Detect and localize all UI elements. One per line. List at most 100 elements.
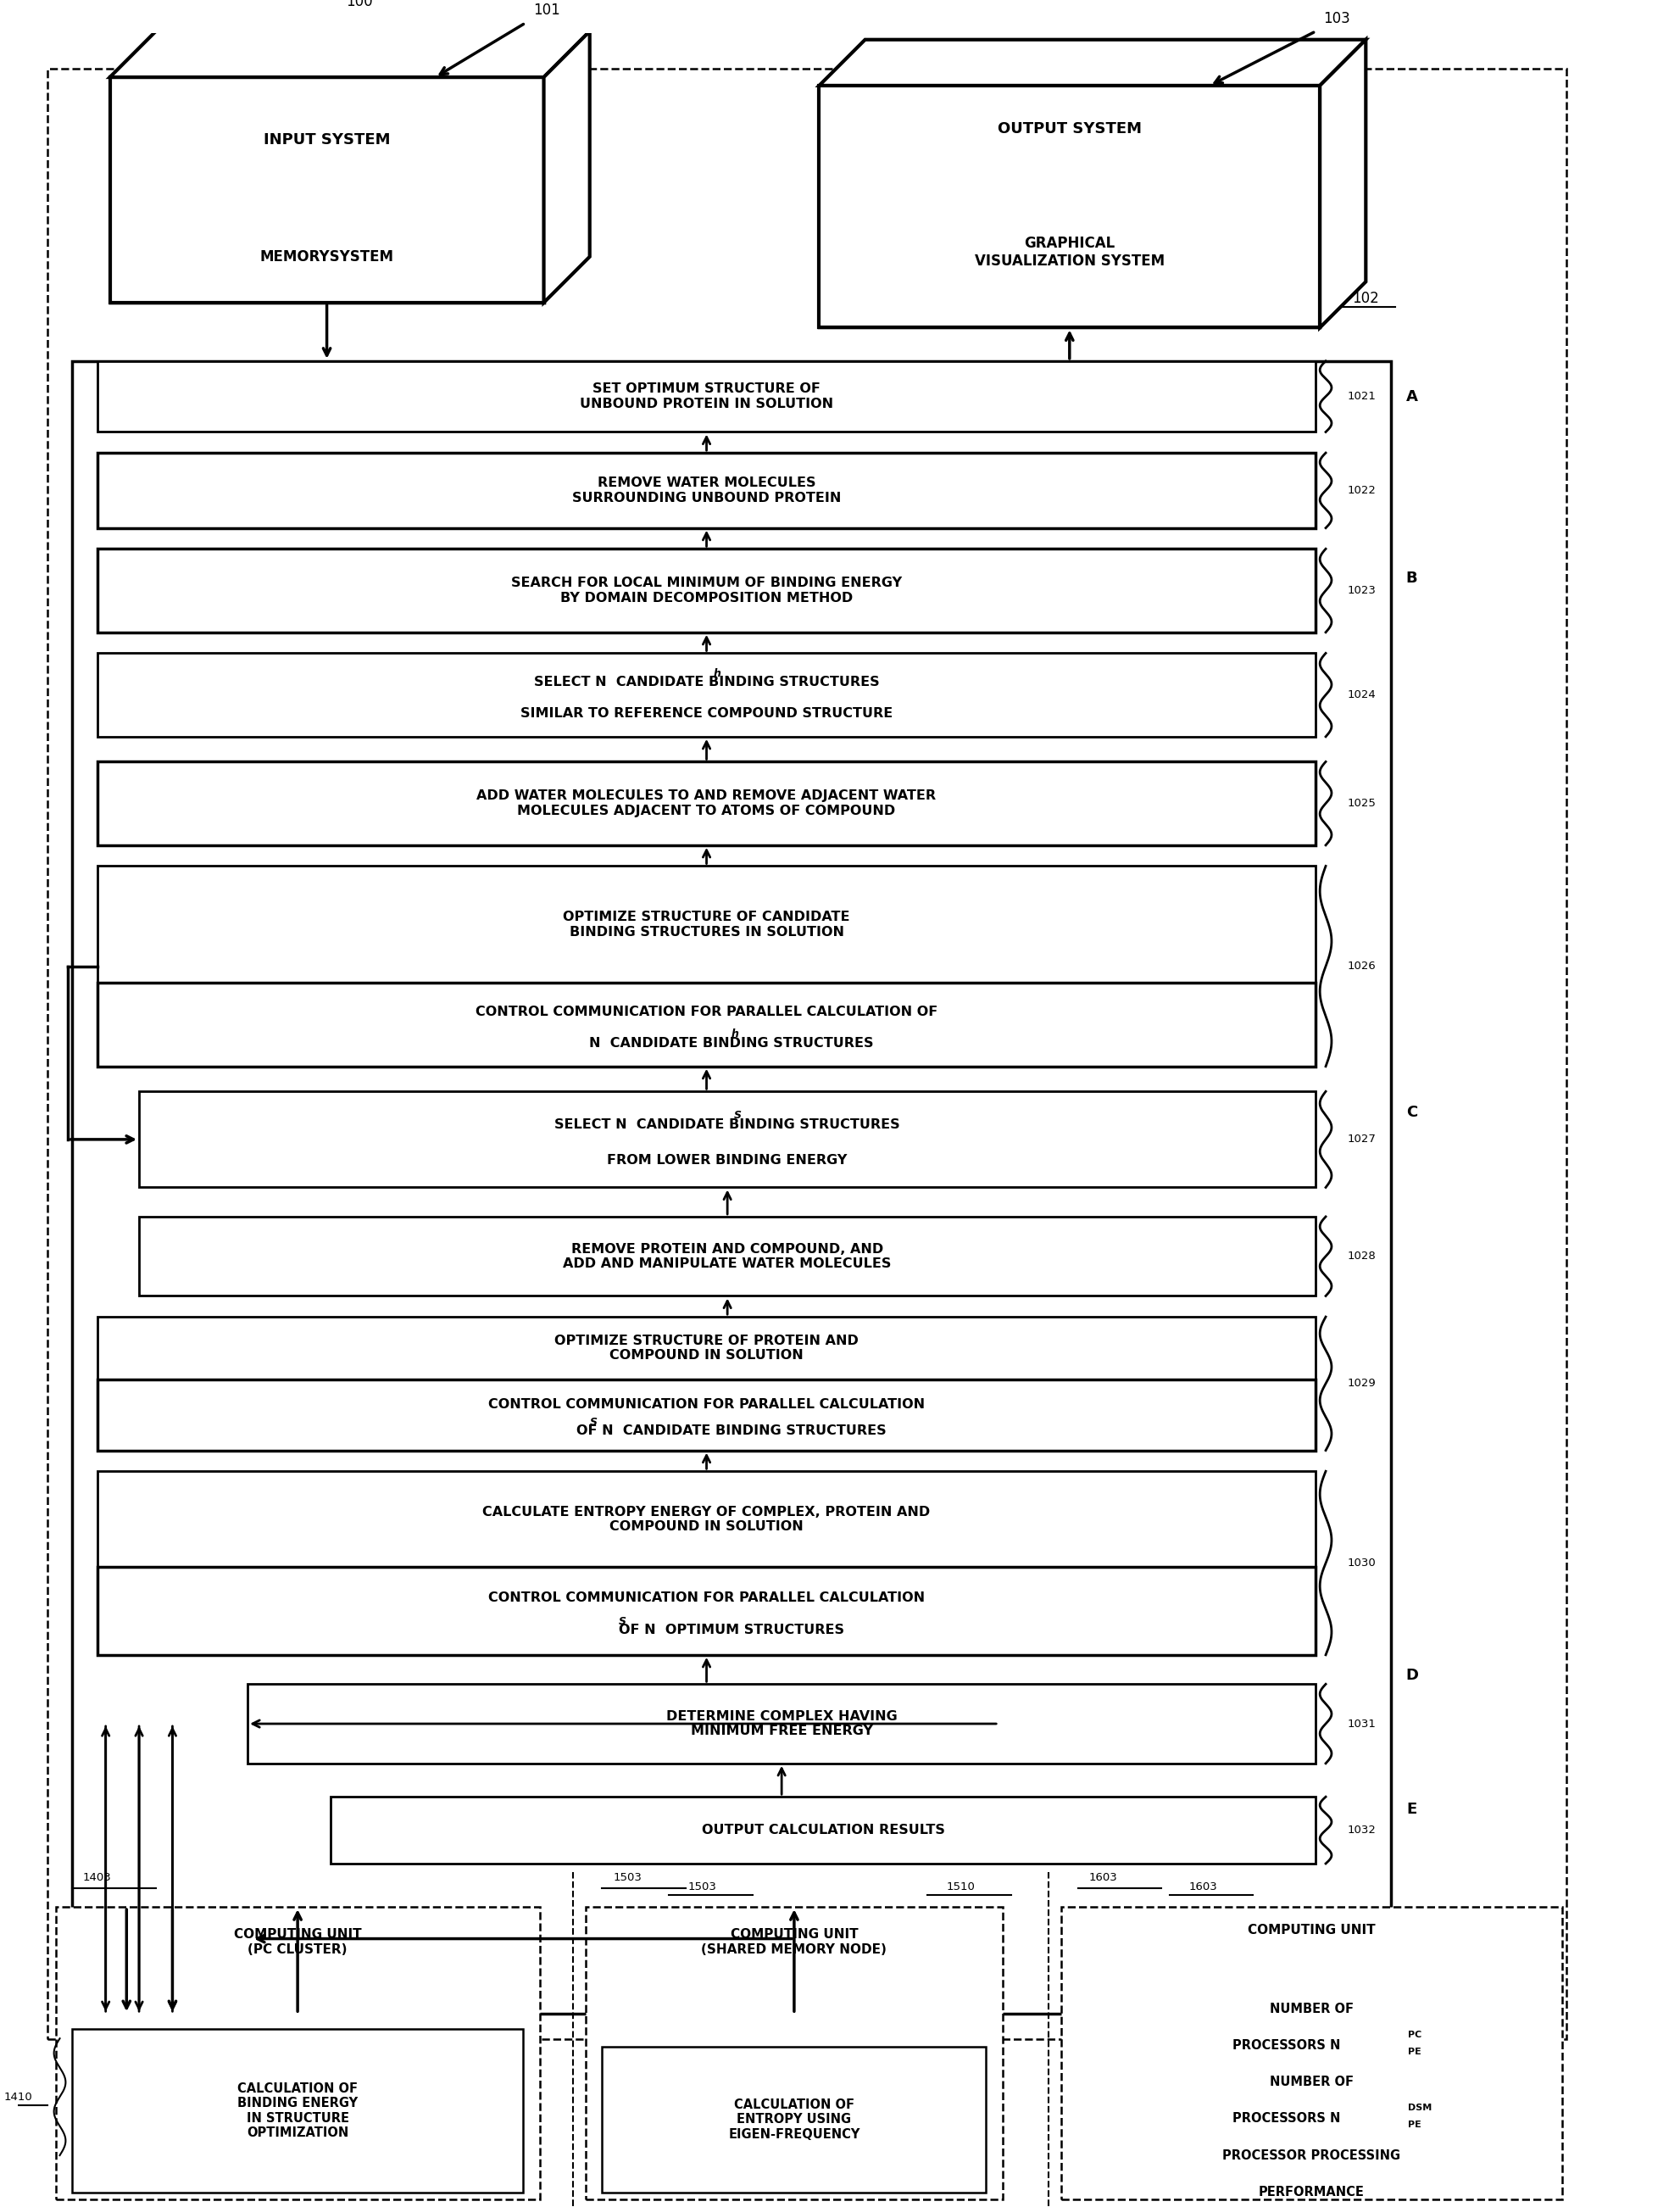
Text: CALCULATION OF
ENTROPY USING
EIGEN-FREQUENCY: CALCULATION OF ENTROPY USING EIGEN-FREQU… <box>727 2099 860 2141</box>
Text: 1031: 1031 <box>1347 1719 1376 1730</box>
Text: 1603: 1603 <box>1188 1880 1216 1891</box>
FancyBboxPatch shape <box>109 210 544 302</box>
Polygon shape <box>109 77 544 302</box>
Text: 1403: 1403 <box>82 1872 111 1883</box>
Text: PROCESSORS N: PROCESSORS N <box>1231 2112 1341 2125</box>
Text: SELECT N  CANDIDATE BINDING STRUCTURES: SELECT N CANDIDATE BINDING STRUCTURES <box>554 1119 900 1132</box>
Text: GRAPHICAL
VISUALIZATION SYSTEM: GRAPHICAL VISUALIZATION SYSTEM <box>974 236 1164 269</box>
Text: REMOVE WATER MOLECULES
SURROUNDING UNBOUND PROTEIN: REMOVE WATER MOLECULES SURROUNDING UNBOU… <box>571 477 840 503</box>
Text: D: D <box>1404 1668 1418 1684</box>
Text: ADD WATER MOLECULES TO AND REMOVE ADJACENT WATER
MOLECULES ADJACENT TO ATOMS OF : ADD WATER MOLECULES TO AND REMOVE ADJACE… <box>477 790 936 817</box>
FancyBboxPatch shape <box>72 362 1389 2013</box>
Text: REMOVE PROTEIN AND COMPOUND, AND
ADD AND MANIPULATE WATER MOLECULES: REMOVE PROTEIN AND COMPOUND, AND ADD AND… <box>563 1243 890 1269</box>
FancyBboxPatch shape <box>55 1907 539 2198</box>
FancyBboxPatch shape <box>97 1567 1315 1655</box>
Text: PROCESSORS N: PROCESSORS N <box>1231 2039 1341 2053</box>
Text: DETERMINE COMPLEX HAVING
MINIMUM FREE ENERGY: DETERMINE COMPLEX HAVING MINIMUM FREE EN… <box>665 1710 897 1737</box>
Text: S: S <box>734 1110 741 1121</box>
Text: 103: 103 <box>1322 11 1349 26</box>
Text: 1022: 1022 <box>1347 486 1376 497</box>
Text: OPTIMIZE STRUCTURE OF CANDIDATE
BINDING STRUCTURES IN SOLUTION: OPTIMIZE STRUCTURE OF CANDIDATE BINDING … <box>563 911 850 938</box>
Text: 101: 101 <box>533 2 559 18</box>
FancyBboxPatch shape <box>97 982 1315 1066</box>
Text: COMPUTING UNIT
(PC CLUSTER): COMPUTING UNIT (PC CLUSTER) <box>234 1929 361 1955</box>
Text: CONTROL COMMUNICATION FOR PARALLEL CALCULATION: CONTROL COMMUNICATION FOR PARALLEL CALCU… <box>487 1591 924 1604</box>
Text: SEARCH FOR LOCAL MINIMUM OF BINDING ENERGY
BY DOMAIN DECOMPOSITION METHOD: SEARCH FOR LOCAL MINIMUM OF BINDING ENER… <box>511 576 902 605</box>
Text: h: h <box>731 1028 739 1039</box>
Text: FROM LOWER BINDING ENERGY: FROM LOWER BINDING ENERGY <box>606 1154 847 1168</box>
Text: INPUT SYSTEM: INPUT SYSTEM <box>264 132 390 148</box>
Text: PROCESSOR PROCESSING: PROCESSOR PROCESSING <box>1221 2150 1399 2161</box>
Text: 1029: 1029 <box>1347 1377 1376 1388</box>
Text: A: A <box>1404 388 1416 404</box>
Text: PE: PE <box>1406 2121 1420 2130</box>
FancyBboxPatch shape <box>97 1379 1315 1450</box>
Text: NUMBER OF: NUMBER OF <box>1268 2004 1352 2015</box>
FancyBboxPatch shape <box>139 1092 1315 1187</box>
Polygon shape <box>109 31 590 77</box>
Text: MEMORYSYSTEM: MEMORYSYSTEM <box>260 249 393 265</box>
Text: 1603: 1603 <box>1089 1872 1117 1883</box>
Text: S: S <box>590 1417 596 1428</box>
FancyBboxPatch shape <box>97 1472 1315 1655</box>
Text: 1024: 1024 <box>1347 689 1376 700</box>
FancyBboxPatch shape <box>139 1216 1315 1296</box>
Polygon shape <box>544 31 590 302</box>
FancyBboxPatch shape <box>47 68 1566 2039</box>
Text: 1021: 1021 <box>1347 391 1376 402</box>
FancyBboxPatch shape <box>247 1684 1315 1763</box>
Text: OUTPUT CALCULATION RESULTS: OUTPUT CALCULATION RESULTS <box>702 1823 944 1836</box>
Text: E: E <box>1406 1801 1416 1816</box>
Text: COMPUTING UNIT
(SHARED MEMORY NODE): COMPUTING UNIT (SHARED MEMORY NODE) <box>701 1929 887 1955</box>
Text: OF N  OPTIMUM STRUCTURES: OF N OPTIMUM STRUCTURES <box>618 1624 843 1638</box>
Text: 1030: 1030 <box>1347 1558 1376 1569</box>
Text: 1503: 1503 <box>613 1872 642 1883</box>
FancyBboxPatch shape <box>601 2046 986 2192</box>
FancyBboxPatch shape <box>1060 1907 1561 2198</box>
Text: CALCULATE ENTROPY ENERGY OF COMPLEX, PROTEIN AND
COMPOUND IN SOLUTION: CALCULATE ENTROPY ENERGY OF COMPLEX, PRO… <box>482 1505 931 1534</box>
FancyBboxPatch shape <box>97 865 1315 1066</box>
FancyBboxPatch shape <box>585 1907 1003 2198</box>
Text: 102: 102 <box>1352 291 1379 307</box>
Text: S: S <box>618 1616 627 1627</box>
Text: C: C <box>1406 1106 1416 1119</box>
Text: CALCULATION OF
BINDING ENERGY
IN STRUCTURE
OPTIMIZATION: CALCULATION OF BINDING ENERGY IN STRUCTU… <box>237 2081 358 2139</box>
Text: 1025: 1025 <box>1347 799 1376 810</box>
Text: CONTROL COMMUNICATION FOR PARALLEL CALCULATION: CONTROL COMMUNICATION FOR PARALLEL CALCU… <box>487 1397 924 1410</box>
Text: SELECT N  CANDIDATE BINDING STRUCTURES: SELECT N CANDIDATE BINDING STRUCTURES <box>534 675 879 689</box>
Text: N  CANDIDATE BINDING STRUCTURES: N CANDIDATE BINDING STRUCTURES <box>590 1037 874 1048</box>
FancyBboxPatch shape <box>97 653 1315 737</box>
Text: CONTROL COMMUNICATION FOR PARALLEL CALCULATION OF: CONTROL COMMUNICATION FOR PARALLEL CALCU… <box>475 1006 937 1017</box>
Text: COMPUTING UNIT: COMPUTING UNIT <box>1247 1925 1374 1938</box>
Text: PC: PC <box>1406 2030 1421 2039</box>
Text: NUMBER OF: NUMBER OF <box>1268 2077 1352 2088</box>
Text: 100: 100 <box>346 0 373 9</box>
Text: 1410: 1410 <box>3 2092 32 2103</box>
Text: 1026: 1026 <box>1347 960 1376 971</box>
FancyBboxPatch shape <box>97 452 1315 527</box>
Text: OF N  CANDIDATE BINDING STRUCTURES: OF N CANDIDATE BINDING STRUCTURES <box>576 1424 885 1437</box>
Text: 1503: 1503 <box>687 1880 716 1891</box>
FancyBboxPatch shape <box>331 1796 1315 1863</box>
Text: DSM: DSM <box>1406 2103 1431 2112</box>
Text: SIMILAR TO REFERENCE COMPOUND STRUCTURE: SIMILAR TO REFERENCE COMPOUND STRUCTURE <box>521 706 892 719</box>
Text: 1510: 1510 <box>946 1880 974 1891</box>
Text: PERFORMANCE: PERFORMANCE <box>1258 2185 1364 2198</box>
Text: 1027: 1027 <box>1347 1134 1376 1145</box>
Text: SET OPTIMUM STRUCTURE OF
UNBOUND PROTEIN IN SOLUTION: SET OPTIMUM STRUCTURE OF UNBOUND PROTEIN… <box>580 382 833 411</box>
FancyBboxPatch shape <box>72 2028 522 2192</box>
Text: 1023: 1023 <box>1347 585 1376 596</box>
Polygon shape <box>818 40 1366 86</box>
Text: h: h <box>712 669 721 680</box>
FancyBboxPatch shape <box>97 1318 1315 1450</box>
Polygon shape <box>1319 40 1366 327</box>
FancyBboxPatch shape <box>97 761 1315 845</box>
Text: PE: PE <box>1406 2048 1420 2055</box>
Text: 1032: 1032 <box>1347 1825 1376 1836</box>
Text: B: B <box>1404 569 1416 585</box>
Text: OUTPUT SYSTEM: OUTPUT SYSTEM <box>996 121 1141 137</box>
Polygon shape <box>818 86 1319 327</box>
Text: 1028: 1028 <box>1347 1251 1376 1262</box>
FancyBboxPatch shape <box>818 177 1319 327</box>
FancyBboxPatch shape <box>97 362 1315 433</box>
